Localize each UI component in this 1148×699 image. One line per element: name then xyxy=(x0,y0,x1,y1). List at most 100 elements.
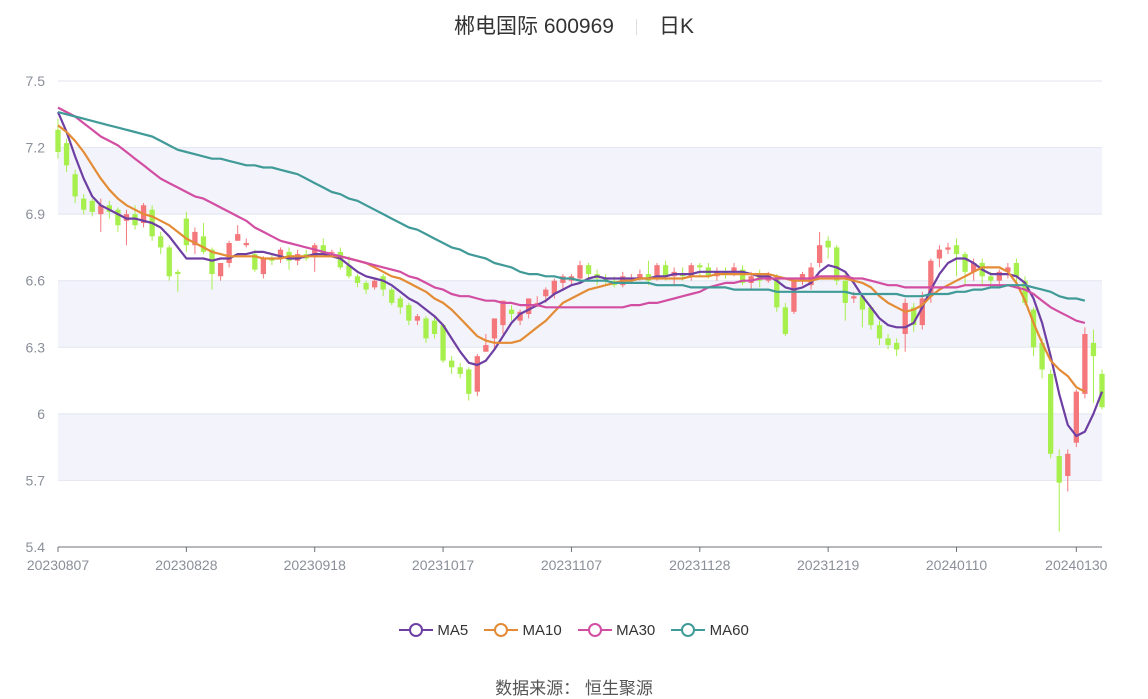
candle xyxy=(902,298,908,352)
candle-body xyxy=(226,242,232,263)
candle xyxy=(1090,329,1097,403)
y-tick-label: 6.9 xyxy=(26,206,46,222)
candle xyxy=(423,316,429,343)
candle-body xyxy=(577,265,583,279)
candle xyxy=(397,296,403,314)
candle xyxy=(226,240,232,268)
candle xyxy=(269,254,275,266)
candle-body xyxy=(1065,453,1071,476)
legend-ma5-icon xyxy=(399,623,434,637)
candle xyxy=(911,302,917,332)
legend-item-ma10[interactable]: MA10 xyxy=(484,622,562,639)
candle xyxy=(808,262,814,290)
candle-body xyxy=(919,298,925,326)
candle xyxy=(363,280,369,295)
source-value: 恒生聚源 xyxy=(584,679,653,698)
candle xyxy=(63,138,70,172)
candle-body xyxy=(996,271,1002,281)
candle-body xyxy=(389,289,395,303)
candle xyxy=(252,249,258,272)
candle xyxy=(448,356,455,374)
candle-body xyxy=(936,249,943,259)
candle-body xyxy=(722,271,729,275)
legend-label-ma60: MA60 xyxy=(709,622,749,639)
candle-body xyxy=(371,280,378,288)
candle-body xyxy=(277,249,284,259)
candle xyxy=(192,227,198,255)
candle xyxy=(1030,307,1037,357)
candle-body xyxy=(1013,262,1020,277)
candle xyxy=(81,194,87,215)
candle-body xyxy=(551,280,557,295)
candle-body xyxy=(911,307,917,326)
legend-item-ma60[interactable]: MA60 xyxy=(671,622,749,639)
candle-body xyxy=(859,296,866,310)
candle-body xyxy=(799,274,806,281)
candle xyxy=(457,362,463,379)
candle-body xyxy=(662,265,669,277)
candle-body xyxy=(543,289,549,297)
x-tick-label: 20230918 xyxy=(284,557,347,573)
candle-body xyxy=(235,234,241,241)
x-tick-label: 20231107 xyxy=(541,557,602,573)
candle xyxy=(517,309,523,326)
source-label: 数据来源： xyxy=(495,679,581,698)
candle-body xyxy=(834,247,840,281)
candle-body xyxy=(534,302,540,304)
candle xyxy=(722,267,729,279)
candle xyxy=(885,333,891,350)
candle xyxy=(962,251,968,286)
y-tick-label: 7.2 xyxy=(26,140,46,156)
candle xyxy=(166,245,172,281)
candle xyxy=(936,245,943,268)
candle xyxy=(260,256,267,279)
candle xyxy=(996,269,1002,286)
candle-body xyxy=(260,258,267,275)
candle-body xyxy=(1082,333,1088,394)
candle xyxy=(312,242,318,272)
candle xyxy=(859,294,866,328)
candle-body xyxy=(209,249,215,275)
candle-body xyxy=(868,307,874,326)
candle xyxy=(919,291,925,330)
candle-body xyxy=(448,360,455,368)
candle xyxy=(389,287,395,306)
candle-body xyxy=(697,265,703,268)
candle xyxy=(688,262,694,281)
candle-body xyxy=(183,218,190,246)
candle xyxy=(483,333,489,352)
candle-body xyxy=(81,198,87,210)
candle-body xyxy=(945,247,951,250)
candle-body xyxy=(928,260,934,297)
series-line-ma30 xyxy=(57,106,1086,324)
candle xyxy=(585,262,592,279)
candle xyxy=(500,300,506,334)
legend-ma60-icon xyxy=(671,623,706,637)
candle xyxy=(406,302,412,326)
candle xyxy=(371,278,378,290)
candle-body xyxy=(885,338,891,346)
candle-body xyxy=(431,320,438,334)
candle-body xyxy=(782,307,789,334)
candle xyxy=(577,260,583,281)
candle xyxy=(89,198,95,217)
legend-item-ma30[interactable]: MA30 xyxy=(577,622,655,639)
candle-body xyxy=(654,265,660,279)
candle xyxy=(158,231,164,255)
candle-body xyxy=(312,245,318,257)
series-line-ma10 xyxy=(57,124,1086,393)
candle xyxy=(508,305,515,321)
chart-title: 郴电国际 600969 日K xyxy=(0,10,1148,40)
candle-body xyxy=(55,129,61,153)
candle xyxy=(466,367,472,401)
candle-body xyxy=(1048,373,1054,454)
candle-body xyxy=(269,258,275,261)
candle xyxy=(697,262,703,277)
x-tick-label: 20231128 xyxy=(669,557,730,573)
candle-body xyxy=(320,245,326,255)
grid-band xyxy=(58,413,1102,481)
y-tick-label: 6.3 xyxy=(26,339,46,355)
legend-item-ma5[interactable]: MA5 xyxy=(399,622,468,639)
series-line-ma60 xyxy=(57,111,1086,302)
candle-body xyxy=(585,265,592,275)
